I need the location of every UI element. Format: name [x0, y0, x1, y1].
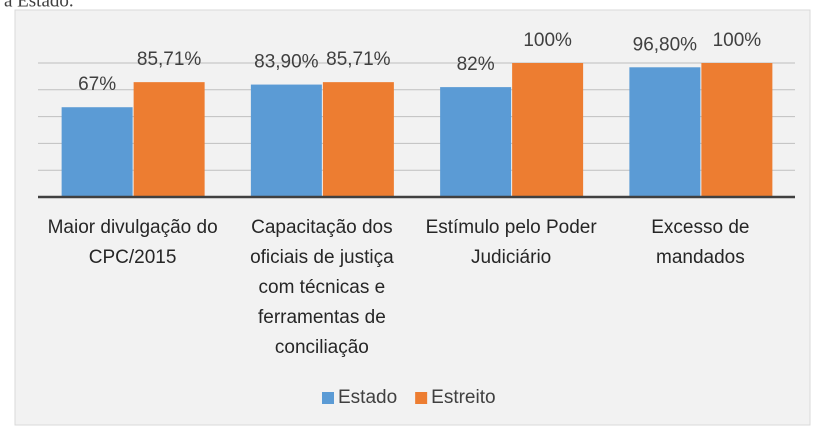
bar — [133, 82, 205, 197]
bar — [629, 67, 701, 198]
legend-label: Estado — [338, 387, 397, 408]
bar — [250, 84, 322, 197]
data-label: 100% — [713, 30, 762, 51]
bar — [701, 63, 773, 197]
data-label: 100% — [523, 30, 572, 51]
bar — [322, 82, 394, 197]
data-label: 85,71% — [326, 49, 391, 70]
x-tick-label: Excesso de mandados — [651, 217, 750, 268]
bar — [61, 107, 133, 197]
caption: a Estado. — [4, 0, 74, 11]
legend-swatch — [415, 392, 428, 404]
bar — [440, 87, 512, 197]
x-tick-label: Maior divulgação do CPC/2015 — [47, 217, 218, 268]
data-label: 82% — [457, 54, 495, 75]
data-label: 67% — [78, 74, 116, 95]
x-tick-label: Estímulo pelo Poder Judiciário — [425, 217, 597, 268]
legend-swatch — [322, 392, 334, 404]
data-label: 96,80% — [633, 34, 698, 55]
legend-label: Estreito — [431, 387, 495, 408]
data-label: 85,71% — [137, 49, 202, 70]
data-label: 83,90% — [254, 52, 319, 73]
x-tick-label: Capacitação dos oficiais de justiça com … — [250, 217, 394, 358]
bar — [512, 63, 584, 197]
